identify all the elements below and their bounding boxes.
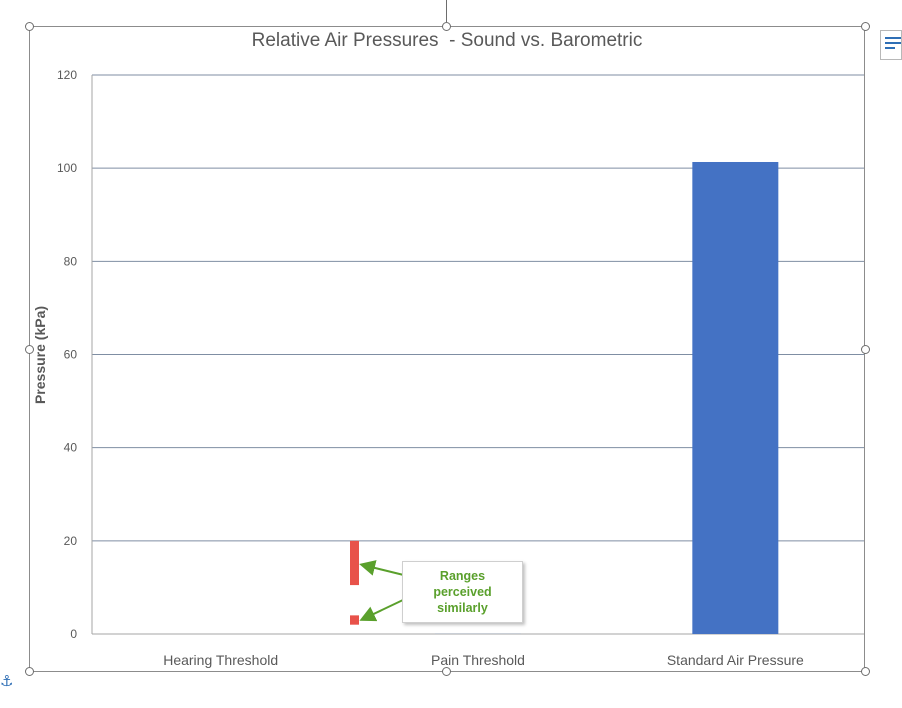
y-tick-label: 60 <box>64 348 78 362</box>
y-tick-label: 100 <box>57 161 77 175</box>
resize-handle-bottom-right[interactable] <box>861 667 870 676</box>
annotation-callout[interactable]: Ranges perceived similarly <box>402 561 523 623</box>
resize-handle-middle-left[interactable] <box>25 345 34 354</box>
anchor-icon[interactable]: ⚓ <box>0 673 14 690</box>
resize-handle-bottom-center[interactable] <box>442 667 451 676</box>
resize-handle-middle-right[interactable] <box>861 345 870 354</box>
resize-handle-bottom-left[interactable] <box>25 667 34 676</box>
highlight-range <box>350 615 359 625</box>
highlight-range <box>350 540 359 586</box>
annotation-text: Ranges perceived similarly <box>433 569 492 615</box>
x-tick-label: Pain Threshold <box>431 652 525 668</box>
bar[interactable] <box>692 161 779 634</box>
y-tick-label: 120 <box>57 68 77 82</box>
resize-handle-top-left[interactable] <box>25 22 34 31</box>
y-tick-labels: 0 20 40 60 80 100 120 <box>57 68 77 641</box>
highlight-ranges <box>350 540 359 625</box>
y-tick-label: 40 <box>64 441 78 455</box>
x-tick-label: Standard Air Pressure <box>667 652 804 668</box>
resize-handle-top-center[interactable] <box>442 22 451 31</box>
bars <box>435 161 779 634</box>
rotate-connector <box>446 0 447 22</box>
chart-title: Relative Air Pressures - Sound vs. Barom… <box>251 30 643 51</box>
layout-options-icon[interactable] <box>880 30 902 60</box>
y-axis-label: Pressure (kPa) <box>32 306 48 404</box>
resize-handle-top-right[interactable] <box>861 22 870 31</box>
x-tick-labels: Hearing Threshold Pain Threshold Standard … <box>163 652 804 668</box>
y-tick-label: 80 <box>64 254 78 268</box>
y-tick-label: 0 <box>70 627 77 641</box>
x-tick-label: Hearing Threshold <box>163 652 278 668</box>
y-tick-label: 20 <box>64 534 78 548</box>
